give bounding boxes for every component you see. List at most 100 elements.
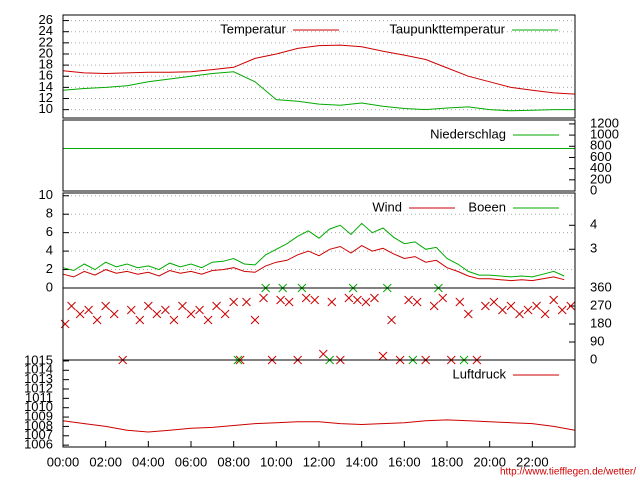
x-tick-label: 20:00 <box>473 454 506 469</box>
y-tick-label: 8 <box>46 206 53 221</box>
scatter-point <box>229 297 239 307</box>
scatter-point <box>143 301 153 311</box>
y2-tick-label: 90 <box>590 333 604 348</box>
y2-tick-label: 180 <box>590 315 612 330</box>
x-tick-label: 00:00 <box>47 454 80 469</box>
legend-label: Temperatur <box>220 21 286 36</box>
y2-tick-label: 270 <box>590 297 612 312</box>
series-line <box>62 419 576 433</box>
x-tick-label: 12:00 <box>303 454 336 469</box>
scatter-point <box>152 309 162 319</box>
legend-label: Boeen <box>468 199 506 214</box>
x-tick-label: 02:00 <box>89 454 122 469</box>
scatter-point <box>429 301 439 311</box>
x-tick-label: 18:00 <box>431 454 464 469</box>
scatter-point <box>438 293 448 303</box>
scatter-point <box>169 315 179 325</box>
x-tick-label: 06:00 <box>175 454 208 469</box>
y2-tick-label: 800 <box>590 138 612 153</box>
y2-tick-label: 400 <box>590 160 612 175</box>
y-tick-label: 1013 <box>24 371 53 386</box>
y-tick-label: 4 <box>46 243 53 258</box>
legend-label: Taupunkttemperatur <box>389 21 505 36</box>
scatter-point <box>203 315 213 325</box>
scatter-point <box>557 305 567 315</box>
y-tick-label: 1010 <box>24 399 53 414</box>
scatter-point <box>481 301 490 311</box>
y2-tick-label: 1000 <box>590 127 619 142</box>
scatter-point <box>387 315 396 325</box>
scatter-point <box>301 293 311 303</box>
scatter-point <box>498 305 507 315</box>
y2-tick-label: 4 <box>590 217 597 232</box>
y-tick-label: 1008 <box>24 418 53 433</box>
scatter-point <box>515 309 524 319</box>
scatter-point <box>455 297 465 307</box>
y-tick-label: 12 <box>39 90 53 105</box>
scatter-point <box>344 293 354 303</box>
legend-label: Luftdruck <box>453 366 507 381</box>
scatter-point <box>404 295 413 305</box>
scatter-point <box>353 295 362 305</box>
y2-tick-label: 0 <box>590 182 597 197</box>
scatter-point <box>549 295 559 305</box>
scatter-point <box>276 295 285 305</box>
y-tick-label: 10 <box>39 187 53 202</box>
scatter-point <box>463 309 473 319</box>
y-tick-label: 2 <box>46 261 53 276</box>
scatter-point <box>412 297 422 307</box>
series-line <box>62 222 565 278</box>
scatter-point <box>161 305 170 315</box>
y2-tick-label: 1200 <box>590 115 619 130</box>
series-line <box>62 44 576 95</box>
x-tick-label: 10:00 <box>260 454 293 469</box>
scatter-point <box>186 309 196 319</box>
scatter-point <box>220 309 230 319</box>
scatter-point <box>540 309 550 319</box>
legend-label: Niederschlag <box>430 126 506 141</box>
scatter-point <box>109 309 119 319</box>
y2-tick-label: 200 <box>590 171 612 186</box>
scatter-point <box>310 295 320 305</box>
scatter-point <box>250 315 260 325</box>
scatter-point <box>212 301 221 311</box>
scatter-point <box>84 305 93 315</box>
scatter-point <box>361 297 371 307</box>
scatter-point <box>60 319 70 329</box>
scatter-point <box>195 305 204 315</box>
scatter-point <box>284 297 294 307</box>
y-tick-label: 14 <box>39 79 53 94</box>
x-tick-label: 22:00 <box>516 454 549 469</box>
y-tick-label: 1007 <box>24 427 53 442</box>
scatter-point <box>489 297 499 307</box>
panel-frame <box>62 119 576 192</box>
y-tick-label: 1009 <box>24 409 53 424</box>
scatter-point <box>178 301 187 311</box>
y-tick-label: 26 <box>39 12 53 27</box>
panel-frame <box>62 14 576 119</box>
y-tick-label: 1006 <box>24 437 53 452</box>
y-tick-label: 1012 <box>24 380 53 395</box>
panel-frame <box>62 287 576 361</box>
scatter-point <box>506 301 516 311</box>
scatter-point <box>67 301 76 311</box>
scatter-point <box>566 301 576 311</box>
x-tick-label: 14:00 <box>345 454 378 469</box>
scatter-point <box>126 305 136 315</box>
x-tick-label: 04:00 <box>132 454 165 469</box>
scatter-point <box>135 315 145 325</box>
y-tick-label: 16 <box>39 68 53 83</box>
scatter-point <box>75 309 85 319</box>
scatter-point <box>327 297 337 307</box>
y-tick-label: 0 <box>46 279 53 294</box>
y-tick-label: 1011 <box>25 390 53 405</box>
y2-tick-label: 0 <box>590 351 597 366</box>
y-tick-label: 24 <box>39 23 53 38</box>
scatter-point <box>92 315 102 325</box>
scatter-point <box>523 305 533 315</box>
scatter-point <box>101 301 111 311</box>
y-tick-label: 10 <box>39 101 53 116</box>
y2-tick-label: 3 <box>590 241 597 256</box>
y-tick-label: 18 <box>39 57 53 72</box>
